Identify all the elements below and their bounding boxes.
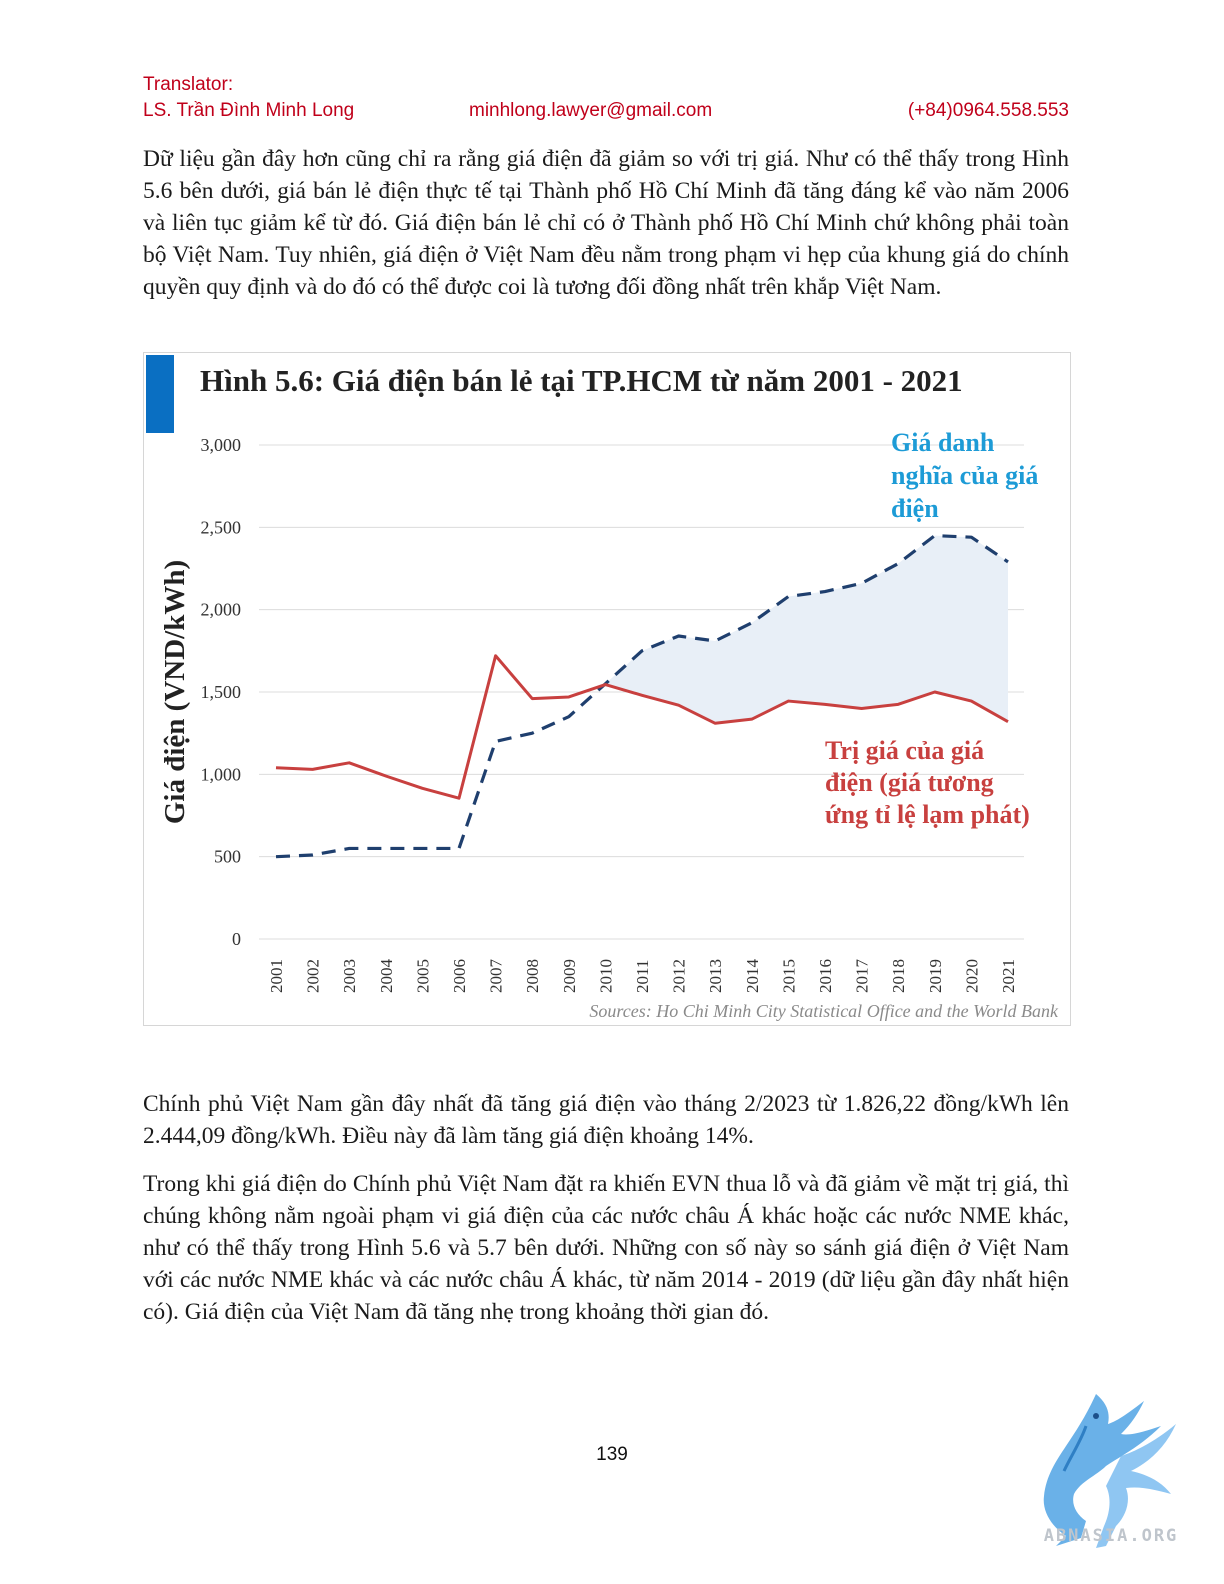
x-tick-label: 2020	[962, 959, 981, 993]
griffin-logo-icon	[1043, 1394, 1176, 1548]
x-tick-label: 2012	[670, 959, 689, 993]
nominal-series-label: điện	[891, 494, 939, 523]
x-tick-label: 2005	[413, 959, 432, 993]
y-tick-label: 2,500	[201, 517, 242, 537]
x-tick-label: 2010	[596, 959, 615, 993]
x-tick-label: 2004	[377, 959, 396, 994]
real-series-label: ứng tỉ lệ lạm phát)	[825, 800, 1030, 829]
nominal-series-label: nghĩa của giá	[891, 461, 1038, 490]
title-accent-bar	[146, 355, 174, 433]
y-axis-label: Giá điện (VND/kWh)	[159, 560, 191, 824]
x-tick-label: 2015	[779, 959, 798, 993]
y-tick-label: 500	[214, 847, 241, 867]
x-tick-label: 2007	[487, 959, 506, 994]
x-tick-label: 2016	[816, 959, 835, 993]
translator-email: minhlong.lawyer@gmail.com	[469, 100, 713, 121]
real-series-label: Trị giá của giá	[825, 736, 984, 765]
page-number: 139	[596, 1444, 628, 1465]
x-tick-label: 2018	[889, 959, 908, 993]
x-tick-label: 2021	[999, 959, 1018, 993]
x-tick-label: 2014	[743, 959, 762, 994]
x-tick-label: 2003	[340, 959, 359, 993]
x-tick-label: 2006	[450, 959, 469, 993]
x-tick-label: 2017	[853, 959, 872, 994]
translator-name: LS. Trần Đình Minh Long	[143, 100, 355, 121]
y-tick-label: 2,000	[201, 600, 242, 620]
chart-source-note: Sources: Ho Chi Minh City Statistical Of…	[589, 1001, 1059, 1021]
x-tick-label: 2009	[560, 959, 579, 993]
x-tick-label: 2002	[304, 959, 323, 993]
chart-canvas: 0 500 1,000 1,500 2,000 2,500 3,000 Giá điện (V…	[159, 428, 1059, 1021]
x-tick-label: 2001	[267, 959, 286, 993]
logo-text: ABNASIA.ORG	[1043, 1526, 1179, 1546]
nominal-series-label: Giá danh	[891, 428, 995, 457]
x-tick-label: 2008	[523, 959, 542, 993]
figure-5-6: Hình 5.6: Giá điện bán lẻ tại TP.HCM từ …	[143, 352, 1071, 1026]
y-tick-label: 0	[232, 929, 241, 949]
real-price-line	[275, 654, 1009, 800]
real-series-label: điện (giá tương	[825, 768, 994, 797]
paragraph-3: Trong khi giá điện do Chính phủ Việt Nam…	[143, 1171, 1069, 1325]
chart-title: Hình 5.6: Giá điện bán lẻ tại TP.HCM từ …	[200, 363, 963, 398]
x-tick-label: 2011	[633, 960, 652, 993]
translator-label: Translator:	[143, 74, 234, 95]
y-tick-label: 1,000	[201, 764, 242, 784]
x-tick-label: 2013	[706, 959, 725, 993]
paragraph-1: Dữ liệu gần đây hơn cũng chỉ ra rằng giá…	[143, 146, 1069, 300]
x-tick-label: 2019	[926, 959, 945, 993]
y-tick-label: 3,000	[201, 435, 242, 455]
y-tick-label: 1,500	[201, 682, 242, 702]
nominal-price-line	[275, 533, 1009, 859]
translator-phone: (+84)0964.558.553	[907, 100, 1069, 121]
paragraph-2: Chính phủ Việt Nam gần đây nhất đã tăng …	[143, 1091, 1069, 1149]
shaded-gap-area	[605, 535, 1008, 724]
